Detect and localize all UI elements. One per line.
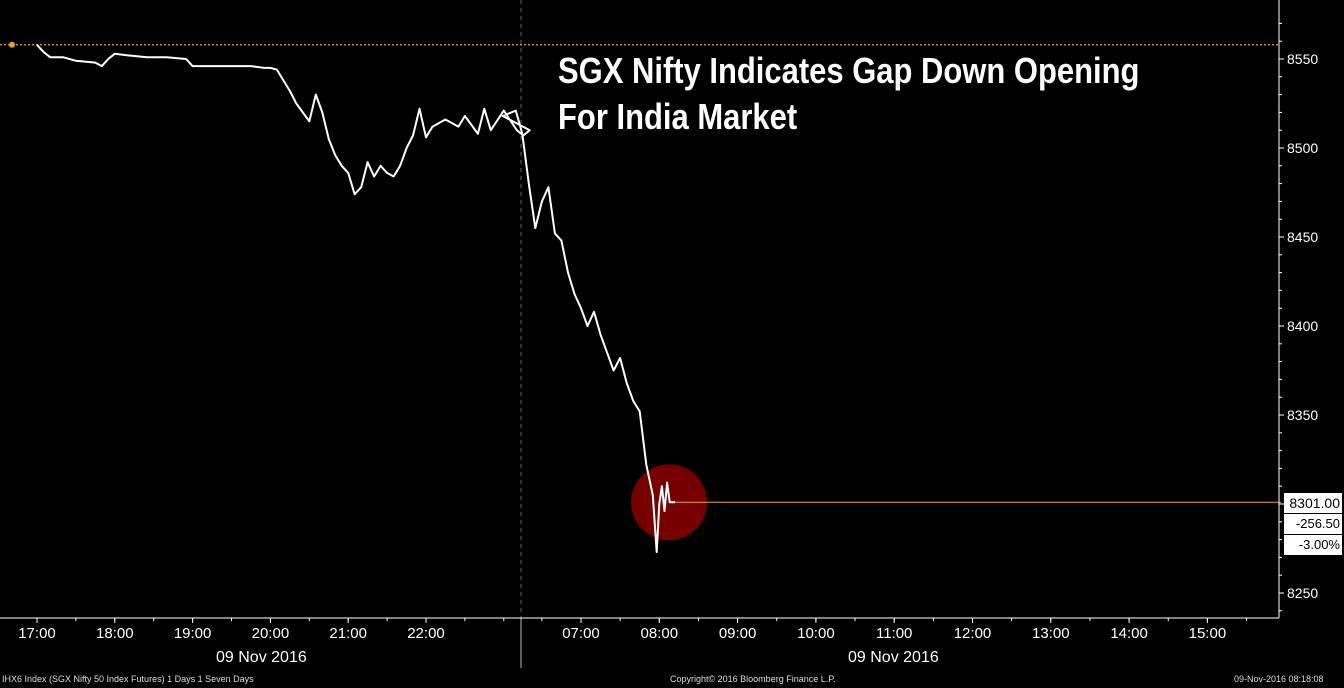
x-tick-label: 22:00 — [407, 625, 445, 642]
x-tick-label: 17:00 — [18, 625, 56, 642]
x-tick-label: 20:00 — [252, 625, 290, 642]
x-tick-label: 13:00 — [1032, 625, 1070, 642]
x-tick-label: 12:00 — [954, 625, 992, 642]
pct-change-box: -3.00% — [1284, 535, 1342, 555]
x-tick-label: 19:00 — [174, 625, 212, 642]
y-tick-label: 8500 — [1287, 140, 1318, 156]
x-tick-label: 18:00 — [96, 625, 134, 642]
y-tick-label: 8400 — [1287, 318, 1318, 334]
y-tick-label: 8450 — [1287, 229, 1318, 245]
date-label-left: 09 Nov 2016 — [216, 649, 307, 666]
last-price-box: 8301.00 — [1284, 493, 1342, 513]
price-line — [36, 44, 675, 554]
x-tick-label: 09:00 — [719, 625, 757, 642]
y-tick-label: 8350 — [1287, 407, 1318, 423]
x-tick-label: 21:00 — [329, 625, 367, 642]
date-label-right: 09 Nov 2016 — [848, 649, 939, 666]
net-change-box: -256.50 — [1284, 514, 1342, 534]
footer-ticker: IHX6 Index (SGX Nifty 50 Index Futures) … — [2, 674, 254, 684]
y-tick-label: 8550 — [1287, 51, 1318, 67]
x-tick-label: 08:00 — [641, 625, 679, 642]
footer-copyright: Copyright© 2016 Bloomberg Finance L.P. — [670, 674, 836, 684]
x-tick-label: 11:00 — [876, 625, 912, 642]
y-tick-label: 8250 — [1287, 585, 1318, 601]
x-tick-label: 14:00 — [1110, 625, 1148, 642]
footer-timestamp: 09-Nov-2016 08:18:08 — [1234, 674, 1324, 684]
reference-marker — [9, 41, 15, 48]
chart-title: SGX Nifty Indicates Gap Down Opening For… — [558, 50, 1140, 137]
x-tick-label: 10:00 — [797, 625, 835, 642]
x-tick-label: 15:00 — [1189, 625, 1227, 642]
x-tick-label: 07:00 — [562, 625, 600, 642]
